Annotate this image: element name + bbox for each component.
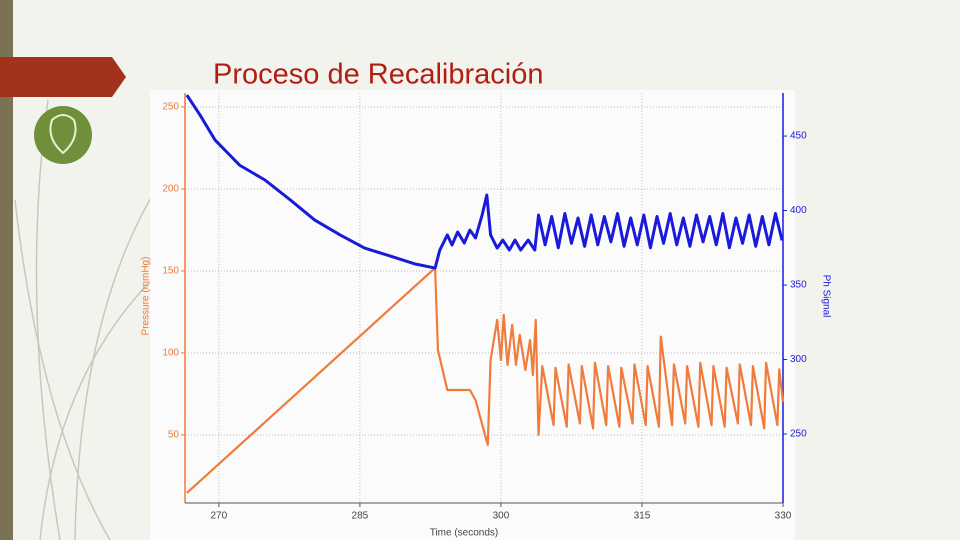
y2-tick-label: 400 [790, 205, 807, 216]
y2-tick-label: 300 [790, 354, 807, 365]
y-tick-label: 50 [168, 430, 180, 441]
y2-axis-label: Ph Signal [820, 275, 831, 318]
y2-tick-label: 350 [790, 280, 807, 291]
logo [34, 106, 92, 164]
x-tick-label: 285 [352, 511, 369, 522]
x-tick-label: 315 [634, 511, 651, 522]
plot-background [150, 90, 795, 540]
series-line [186, 266, 785, 494]
y-tick-label: 100 [162, 348, 179, 359]
y2-tick-label: 450 [790, 131, 807, 142]
x-tick-label: 270 [211, 511, 228, 522]
logo-heart [49, 114, 77, 155]
x-tick-label: 300 [493, 511, 510, 522]
y-axis-label: Pressure (mmHg) [141, 257, 152, 336]
x-tick-label: 330 [775, 511, 792, 522]
slide-title: Proceso de Recalibración [213, 59, 543, 91]
y2-tick-label: 250 [790, 429, 807, 440]
title-banner [0, 57, 126, 97]
y-tick-label: 150 [162, 266, 179, 277]
side-bar [0, 0, 13, 540]
y-tick-label: 250 [162, 102, 179, 113]
series-line [185, 94, 784, 270]
x-axis-label: Time (seconds) [430, 528, 499, 539]
y-tick-label: 200 [162, 184, 179, 195]
